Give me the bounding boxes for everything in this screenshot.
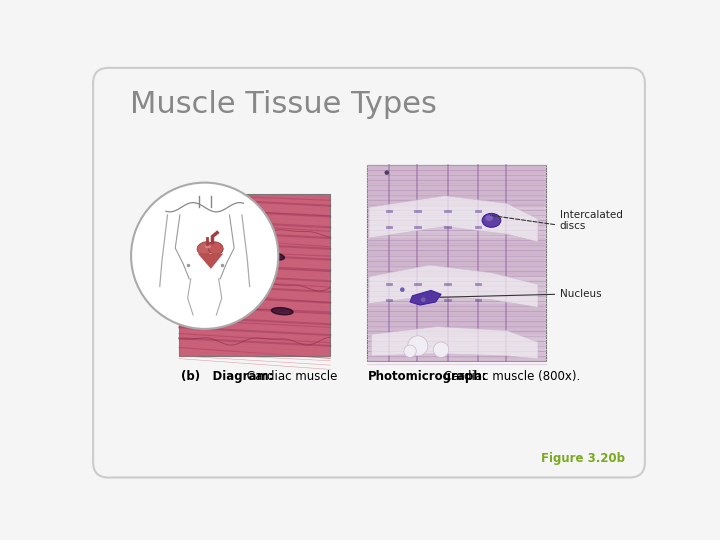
Text: Nucleus: Nucleus [559,289,601,299]
FancyBboxPatch shape [93,68,645,477]
Bar [367,165,546,207]
Circle shape [400,287,405,292]
Text: Figure 3.20b: Figure 3.20b [541,452,625,465]
Ellipse shape [204,245,211,248]
Polygon shape [410,291,441,305]
Circle shape [433,342,449,357]
Ellipse shape [485,215,493,221]
Ellipse shape [260,252,284,260]
Text: Intercalated
discs: Intercalated discs [559,210,623,231]
Text: Cardiac muscle: Cardiac muscle [243,370,337,383]
Polygon shape [197,274,270,287]
Text: Photomicrograph:: Photomicrograph: [367,370,487,383]
Ellipse shape [201,278,220,286]
Polygon shape [369,265,538,307]
Ellipse shape [482,213,500,227]
Bar [179,194,330,356]
Ellipse shape [271,308,293,315]
Text: Muscle Tissue Types: Muscle Tissue Types [130,90,437,119]
Polygon shape [369,195,538,242]
Circle shape [131,183,279,329]
Circle shape [408,336,428,356]
Ellipse shape [186,234,208,242]
Circle shape [421,298,426,302]
Bar [367,238,546,276]
Bar [367,165,546,361]
Circle shape [404,345,416,357]
Text: (b)   Diagram:: (b) Diagram: [181,370,273,383]
Polygon shape [198,253,223,269]
Ellipse shape [197,242,214,254]
Circle shape [384,170,389,175]
Ellipse shape [208,242,223,254]
Bar [367,303,546,334]
Bar [367,356,546,361]
Text: Cardiac muscle (800x).: Cardiac muscle (800x). [441,370,580,383]
Polygon shape [372,327,538,359]
